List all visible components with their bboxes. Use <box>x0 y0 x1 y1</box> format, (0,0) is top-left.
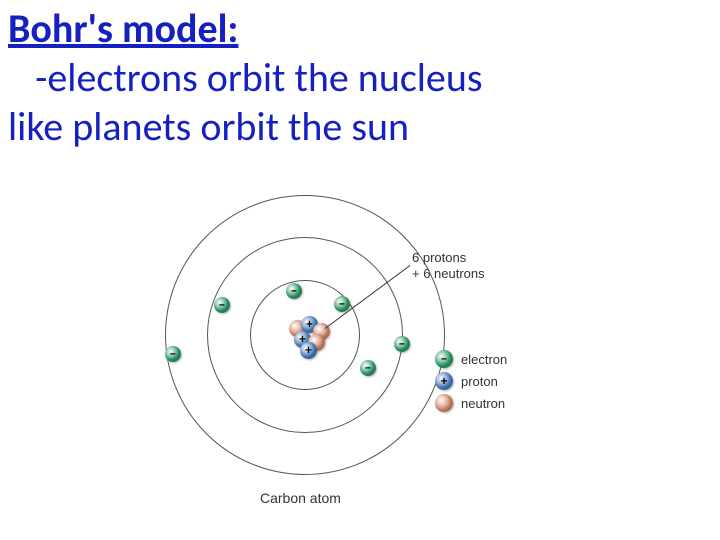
bullet-line-2: like planets orbit the sun <box>8 102 483 151</box>
electron-3-sign: − <box>365 362 371 375</box>
legend-swatch-proton-sign: + <box>441 375 447 388</box>
legend-label-neutron: neutron <box>461 396 505 411</box>
nucleus-proton-1-sign: + <box>306 318 312 331</box>
diagram-caption: Carbon atom <box>260 490 341 506</box>
legend: − electron + proton neutron <box>435 350 507 416</box>
page-title: Bohr's model: <box>8 4 483 53</box>
electron-1-sign: − <box>339 298 345 311</box>
bullet-line-1: -electrons orbit the nucleus <box>8 53 483 102</box>
bohr-diagram: +++−−−−−−6 protons + 6 neutrons−electron… <box>150 190 460 500</box>
nucleus-callout-text: 6 protons + 6 neutrons <box>412 250 485 281</box>
electron-5: − <box>165 346 181 362</box>
electron-4-sign: − <box>399 338 405 351</box>
electron-2: − <box>214 297 230 313</box>
electron-0-sign: − <box>291 285 297 298</box>
legend-swatch-electron-sign: − <box>441 353 447 366</box>
electron-4: − <box>394 336 410 352</box>
electron-2-sign: − <box>219 299 225 312</box>
nucleus-proton-5-sign: + <box>305 344 311 357</box>
nucleus-proton-5: + <box>300 342 317 359</box>
legend-swatch-electron: − <box>435 350 453 368</box>
legend-row-electron: − electron <box>435 350 507 368</box>
electron-3: − <box>360 360 376 376</box>
electron-5-sign: − <box>170 348 176 361</box>
legend-label-electron: electron <box>461 352 507 367</box>
legend-row-proton: + proton <box>435 372 507 390</box>
electron-0: − <box>286 283 302 299</box>
legend-row-neutron: neutron <box>435 394 507 412</box>
legend-label-proton: proton <box>461 374 498 389</box>
legend-swatch-proton: + <box>435 372 453 390</box>
legend-swatch-neutron <box>435 394 453 412</box>
